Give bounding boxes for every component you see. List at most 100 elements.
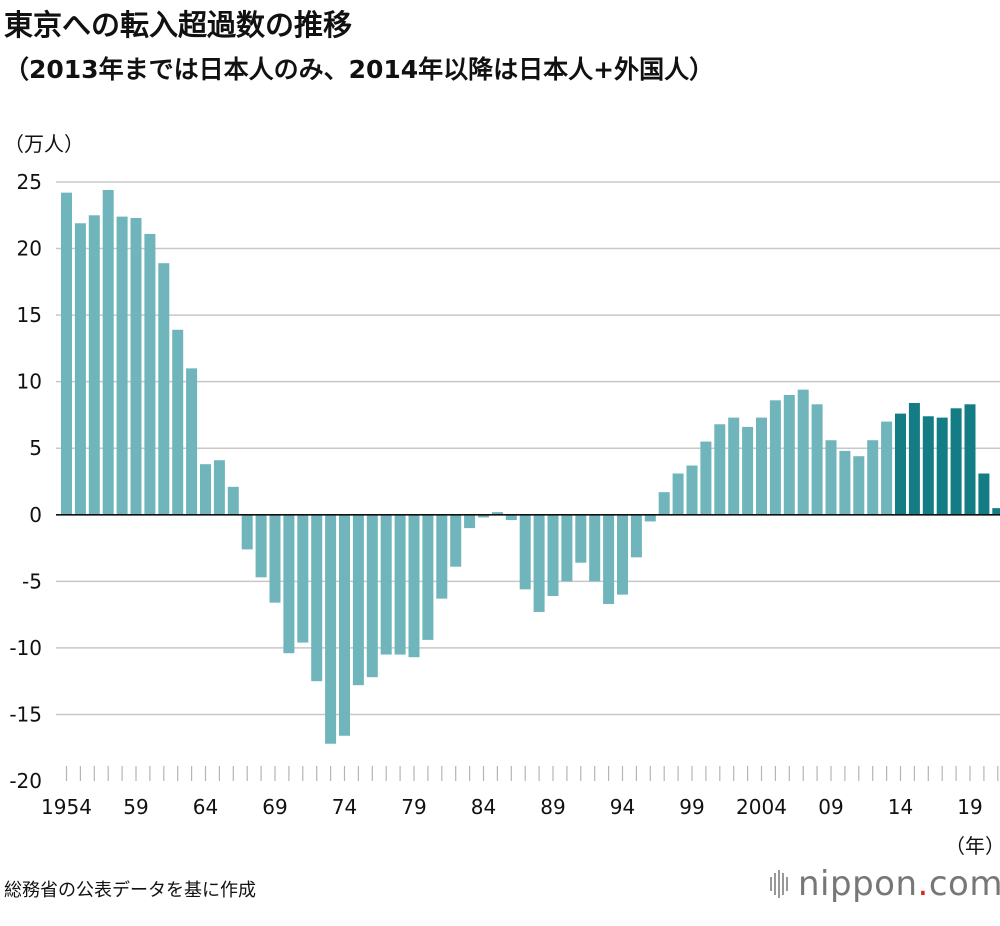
y-tick-label: 20 (17, 237, 42, 261)
bar-1973 (325, 514, 337, 744)
bar-1992 (589, 514, 601, 582)
bar-1975 (352, 514, 364, 686)
y-axis-unit-label: （万人） (4, 132, 84, 156)
y-tick-label: -15 (9, 702, 42, 726)
bar-1968 (255, 514, 267, 578)
y-tick-label: 0 (29, 503, 42, 527)
bar-1962 (172, 329, 184, 515)
bar-1986 (505, 514, 517, 521)
brand-bars-icon (770, 870, 788, 898)
bar-2002 (728, 417, 740, 515)
bar-1954 (61, 192, 72, 515)
y-tick-label: -5 (22, 569, 42, 593)
brand-logo: nippon.com (770, 862, 1000, 906)
x-tick-label: 1954 (41, 795, 92, 819)
bar-1955 (74, 223, 86, 515)
brand-name: nippon (798, 864, 918, 904)
y-tick-label: -10 (9, 636, 42, 660)
bar-1979 (408, 514, 420, 658)
x-axis-unit-label: （年） (945, 834, 1000, 858)
bar-1983 (464, 514, 476, 529)
bar-1977 (380, 514, 392, 655)
chart-subtitle: （2013年までは日本人のみ、2014年以降は日本人+外国人） (4, 55, 715, 84)
bar-2009 (825, 440, 837, 515)
x-tick-label: 59 (123, 795, 148, 819)
x-tick-label: 09 (818, 795, 843, 819)
bar-1987 (519, 514, 531, 590)
bar-1994 (617, 514, 628, 595)
y-tick-label: 25 (17, 170, 42, 194)
bar-2015 (908, 402, 920, 515)
bar-1990 (561, 514, 573, 582)
bar-1965 (213, 460, 225, 515)
bar-2011 (853, 456, 865, 515)
bar-1980 (422, 514, 434, 640)
bar-1981 (436, 514, 448, 599)
x-tick-label: 84 (471, 795, 496, 819)
bar-1958 (116, 216, 128, 515)
bar-1970 (283, 514, 295, 654)
bar-2012 (867, 440, 879, 515)
bar-2005 (769, 400, 781, 515)
brand-wordmark: nippon.com (798, 864, 1000, 904)
bar-1984 (478, 514, 489, 518)
bar-2006 (783, 394, 795, 515)
bar-1956 (88, 215, 100, 515)
x-tick-label: 64 (193, 795, 218, 819)
bar-2004 (756, 417, 767, 515)
bar-1972 (311, 514, 323, 682)
bar-1999 (686, 465, 698, 515)
y-tick-label: 15 (17, 303, 42, 327)
bar-2007 (797, 389, 809, 515)
chart-title: 東京への転入超過数の推移 (4, 8, 353, 42)
bar-2017 (936, 417, 948, 515)
y-tick-label: 5 (29, 436, 42, 460)
bar-1976 (366, 514, 378, 678)
bar-2018 (950, 408, 962, 515)
bar-1969 (269, 514, 281, 603)
bar-1997 (658, 492, 670, 515)
x-tick-label: 14 (888, 795, 913, 819)
bar-2010 (839, 450, 851, 515)
x-tick-label: 2004 (736, 795, 787, 819)
bar-1982 (450, 514, 462, 567)
brand-suffix: com (928, 864, 1000, 904)
bar-1971 (297, 514, 309, 643)
bar-1966 (227, 486, 239, 515)
bar-2000 (700, 441, 712, 515)
y-tick-label: 10 (17, 370, 42, 394)
bar-2003 (742, 426, 754, 515)
bar-1960 (144, 233, 156, 515)
bar-1993 (603, 514, 615, 604)
x-tick-label: 89 (540, 795, 565, 819)
bar-1967 (241, 514, 253, 550)
brand-dot: . (917, 864, 929, 904)
x-tick-label: 19 (957, 795, 982, 819)
x-tick-label: 79 (401, 795, 426, 819)
bar-2014 (895, 413, 906, 515)
bar-1991 (575, 514, 587, 563)
x-tick-label: 94 (610, 795, 635, 819)
bar-2019 (964, 404, 976, 515)
bar-2016 (922, 416, 934, 515)
bar-1974 (339, 514, 350, 736)
bar-2013 (881, 421, 893, 515)
bar-2021 (992, 508, 1000, 515)
bar-1959 (130, 217, 142, 515)
source-note: 総務省の公表データを基に作成 (4, 880, 256, 901)
bar-1964 (200, 464, 211, 515)
bar-1985 (491, 512, 503, 515)
bar-2020 (978, 473, 990, 515)
bar-2001 (714, 424, 726, 515)
bar-1996 (644, 514, 656, 522)
bar-1978 (394, 514, 406, 655)
bar-1995 (630, 514, 642, 558)
bar-1998 (672, 473, 684, 515)
x-tick-label: 74 (332, 795, 357, 819)
bar-1989 (547, 514, 559, 596)
x-tick-label: 99 (679, 795, 704, 819)
x-tick-label: 69 (262, 795, 287, 819)
bar-1957 (102, 189, 114, 515)
bar-1963 (186, 368, 198, 515)
